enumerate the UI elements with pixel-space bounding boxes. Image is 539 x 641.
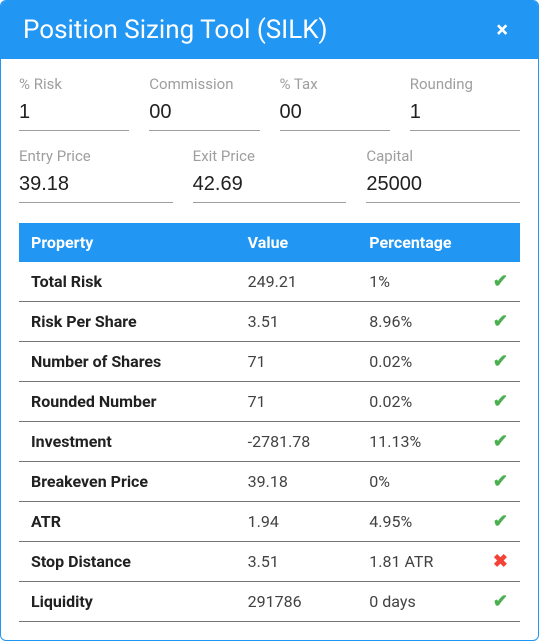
table-row: Investment-2781.7811.13% ✔: [19, 422, 520, 462]
check-icon: ✔: [493, 431, 508, 452]
check-icon: ✔: [493, 591, 508, 612]
cell-value: 39.18: [236, 462, 358, 502]
card-title: Position Sizing Tool (SILK): [23, 15, 328, 45]
field-tax: % Tax: [280, 75, 390, 131]
results-table: Property Value Percentage Total Risk249.…: [19, 223, 520, 622]
cell-property: Total Risk: [19, 262, 236, 302]
field-label: Capital: [366, 147, 520, 165]
cell-property: Liquidity: [19, 582, 236, 622]
position-sizing-card: Position Sizing Tool (SILK) × % Risk Com…: [0, 0, 539, 641]
table-row: ATR1.944.95% ✔: [19, 502, 520, 542]
field-commission: Commission: [149, 75, 259, 131]
cell-value: 1.94: [236, 502, 358, 542]
close-icon[interactable]: ×: [488, 18, 516, 43]
tax-input[interactable]: [280, 97, 390, 131]
cell-property: Investment: [19, 422, 236, 462]
card-header: Position Sizing Tool (SILK) ×: [1, 1, 538, 59]
col-value: Value: [236, 223, 358, 262]
cell-property: Number of Shares: [19, 342, 236, 382]
check-icon: ✔: [493, 391, 508, 412]
field-capital: Capital: [366, 147, 520, 203]
cell-property: Stop Distance: [19, 542, 236, 582]
table-row: Number of Shares710.02% ✔: [19, 342, 520, 382]
cell-property: ATR: [19, 502, 236, 542]
field-risk: % Risk: [19, 75, 129, 131]
cell-value: 3.51: [236, 542, 358, 582]
cell-value: 249.21: [236, 262, 358, 302]
cell-percentage: 0%: [357, 462, 481, 502]
cell-percentage: 0 days: [357, 582, 481, 622]
table-row: Liquidity2917860 days ✔: [19, 582, 520, 622]
table-row: Risk Per Share3.518.96% ✔: [19, 302, 520, 342]
cell-percentage: 1%: [357, 262, 481, 302]
entry-price-input[interactable]: [19, 169, 173, 203]
field-entry-price: Entry Price: [19, 147, 173, 203]
field-rounding: Rounding: [410, 75, 520, 131]
table-row: Breakeven Price39.180% ✔: [19, 462, 520, 502]
field-label: Entry Price: [19, 147, 173, 165]
table-row: Stop Distance3.511.81 ATR ✖: [19, 542, 520, 582]
check-icon: ✔: [493, 271, 508, 292]
results-table-wrap: Property Value Percentage Total Risk249.…: [1, 223, 538, 640]
cell-property: Rounded Number: [19, 382, 236, 422]
capital-input[interactable]: [366, 169, 520, 203]
field-label: Commission: [149, 75, 259, 93]
inputs-row-1: % Risk Commission % Tax Rounding: [1, 59, 538, 139]
cell-percentage: 0.02%: [357, 342, 481, 382]
cell-percentage: 8.96%: [357, 302, 481, 342]
check-icon: ✔: [493, 511, 508, 532]
check-icon: ✔: [493, 351, 508, 372]
cell-value: 291786: [236, 582, 358, 622]
rounding-input[interactable]: [410, 97, 520, 131]
exit-price-input[interactable]: [193, 169, 347, 203]
field-label: Exit Price: [193, 147, 347, 165]
check-icon: ✔: [493, 311, 508, 332]
cell-percentage: 0.02%: [357, 382, 481, 422]
commission-input[interactable]: [149, 97, 259, 131]
inputs-row-2: Entry Price Exit Price Capital: [1, 139, 538, 223]
cell-percentage: 1.81 ATR: [357, 542, 481, 582]
field-label: Rounding: [410, 75, 520, 93]
check-icon: ✔: [493, 471, 508, 492]
cell-value: 71: [236, 382, 358, 422]
cell-value: 3.51: [236, 302, 358, 342]
col-property: Property: [19, 223, 236, 262]
risk-input[interactable]: [19, 97, 129, 131]
cell-value: -2781.78: [236, 422, 358, 462]
field-label: % Tax: [280, 75, 390, 93]
cell-property: Breakeven Price: [19, 462, 236, 502]
cell-property: Risk Per Share: [19, 302, 236, 342]
cell-percentage: 11.13%: [357, 422, 481, 462]
cell-percentage: 4.95%: [357, 502, 481, 542]
table-row: Total Risk249.211% ✔: [19, 262, 520, 302]
field-label: % Risk: [19, 75, 129, 93]
cell-value: 71: [236, 342, 358, 382]
table-row: Rounded Number710.02% ✔: [19, 382, 520, 422]
table-header-row: Property Value Percentage: [19, 223, 520, 262]
cross-icon: ✖: [493, 551, 508, 572]
field-exit-price: Exit Price: [193, 147, 347, 203]
col-percentage: Percentage: [357, 223, 520, 262]
